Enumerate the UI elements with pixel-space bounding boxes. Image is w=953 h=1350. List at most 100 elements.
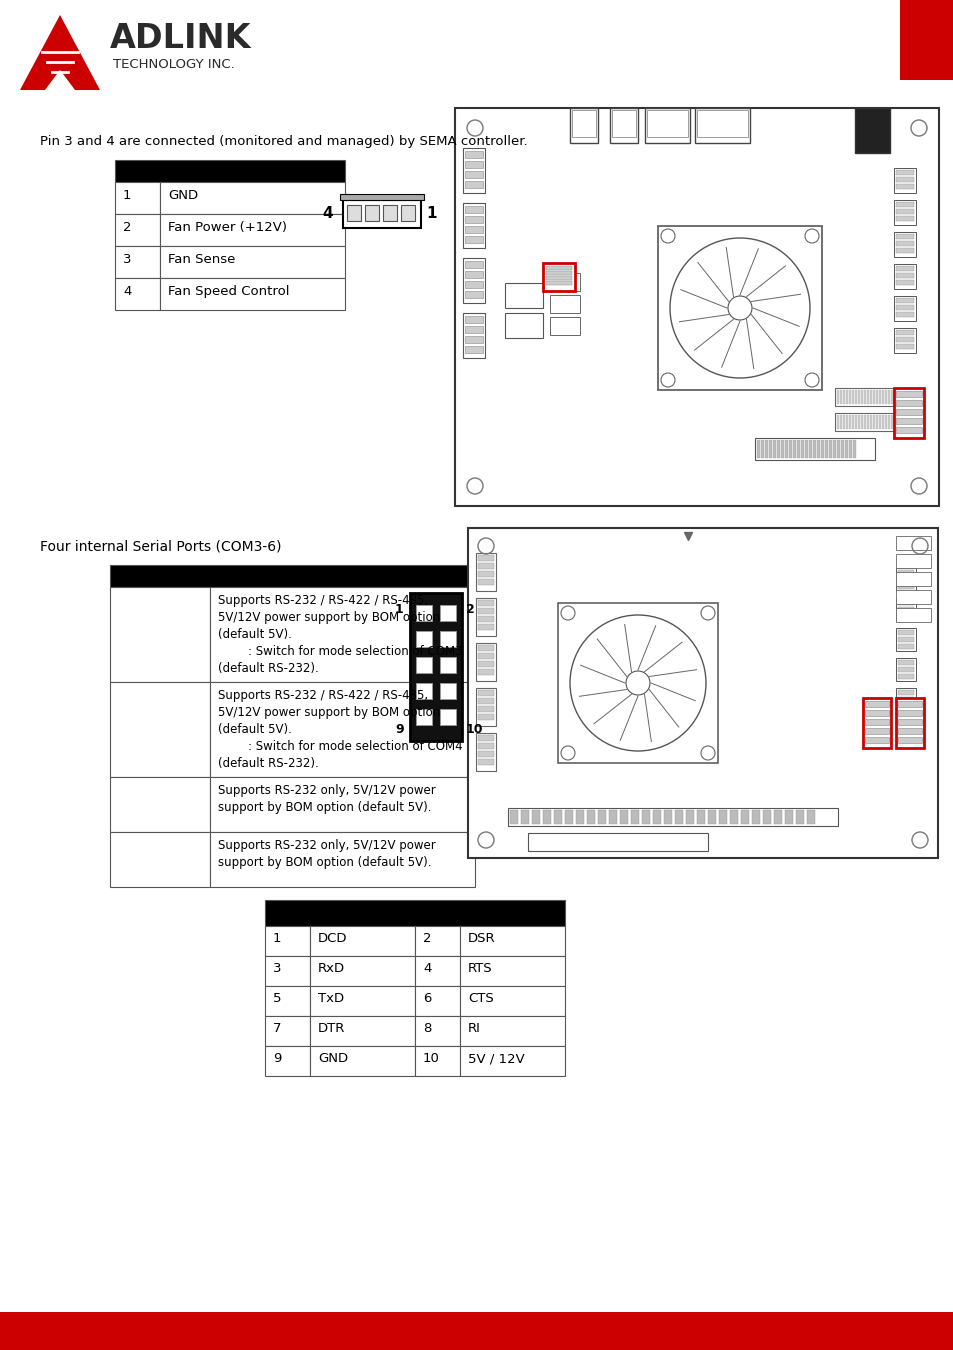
Bar (477, 759, 494, 765)
Bar (468, 528, 937, 859)
Bar (895, 400, 921, 406)
Bar (897, 697, 913, 702)
Bar (697, 109, 747, 136)
Bar (504, 284, 542, 308)
Text: TECHNOLOGY INC.: TECHNOLOGY INC. (112, 58, 234, 72)
Bar (895, 184, 913, 189)
Text: 4: 4 (123, 285, 132, 298)
Bar (310, 1017, 415, 1046)
Text: Supports RS-232 / RS-422 / RS-485,
5V/12V power support by BOM option
(default 5: Supports RS-232 / RS-422 / RS-485, 5V/12… (218, 688, 462, 769)
Bar (857, 390, 859, 404)
Bar (863, 414, 865, 429)
Bar (310, 986, 415, 1017)
Bar (210, 778, 475, 832)
Bar (630, 810, 639, 824)
Text: Supports RS-232 only, 5V/12V power
support by BOM option (default 5V).: Supports RS-232 only, 5V/12V power suppo… (218, 784, 436, 814)
Bar (464, 346, 482, 352)
Text: GND: GND (168, 189, 198, 202)
Bar (310, 1046, 415, 1076)
Bar (464, 271, 482, 278)
Text: Fan Power (+12V): Fan Power (+12V) (168, 221, 287, 234)
Bar (439, 657, 456, 674)
Text: 2: 2 (465, 603, 475, 616)
Bar (265, 1017, 310, 1046)
Bar (895, 409, 921, 414)
Bar (210, 682, 475, 778)
Bar (464, 281, 482, 288)
Text: 9: 9 (273, 1052, 281, 1065)
Text: 1: 1 (395, 603, 403, 616)
Bar (897, 585, 913, 589)
Bar (897, 701, 921, 707)
Bar (895, 344, 913, 350)
Bar (875, 390, 877, 404)
Bar (685, 810, 693, 824)
Bar (347, 205, 360, 221)
Bar (895, 608, 930, 622)
Bar (697, 810, 704, 824)
Bar (550, 273, 579, 292)
Bar (848, 390, 850, 404)
Bar (110, 682, 210, 778)
Bar (872, 414, 874, 429)
Bar (477, 571, 494, 576)
Bar (836, 440, 840, 458)
Bar (893, 390, 895, 404)
Bar (804, 440, 807, 458)
Bar (464, 151, 482, 158)
Bar (477, 645, 494, 651)
Bar (878, 414, 880, 429)
Text: 7: 7 (273, 1022, 281, 1035)
Bar (895, 305, 913, 310)
Bar (365, 205, 378, 221)
Polygon shape (45, 70, 75, 90)
Bar (646, 109, 687, 136)
Bar (792, 440, 795, 458)
Bar (895, 598, 915, 621)
Bar (897, 674, 913, 679)
Bar (675, 810, 682, 824)
Text: TxD: TxD (317, 992, 344, 1004)
Bar (464, 316, 482, 323)
Bar (751, 810, 760, 824)
Bar (464, 161, 482, 167)
Bar (545, 266, 572, 270)
Bar (895, 298, 913, 302)
Bar (160, 278, 345, 310)
Bar (382, 205, 396, 221)
Bar (895, 338, 913, 342)
Bar (658, 225, 821, 390)
Bar (576, 810, 583, 824)
Bar (832, 440, 835, 458)
Bar (854, 390, 856, 404)
Bar (115, 215, 160, 246)
Bar (893, 414, 895, 429)
Bar (310, 956, 415, 986)
Bar (415, 986, 459, 1017)
Bar (854, 108, 889, 153)
Bar (415, 1017, 459, 1046)
Bar (882, 414, 883, 429)
Bar (842, 390, 844, 404)
Bar (841, 440, 843, 458)
Bar (864, 728, 888, 734)
Bar (619, 810, 627, 824)
Bar (476, 598, 496, 636)
Bar (110, 778, 210, 832)
Bar (895, 657, 915, 680)
Bar (507, 809, 837, 826)
Text: RxD: RxD (317, 963, 345, 975)
Text: Four internal Serial Ports (COM3-6): Four internal Serial Ports (COM3-6) (40, 540, 281, 553)
Bar (897, 644, 913, 649)
Bar (884, 390, 886, 404)
Bar (834, 413, 909, 431)
Bar (415, 1046, 459, 1076)
Bar (845, 414, 847, 429)
Bar (464, 261, 482, 269)
Bar (893, 200, 915, 225)
Bar (836, 390, 838, 404)
Bar (160, 215, 345, 246)
Bar (477, 706, 494, 711)
Bar (477, 579, 494, 585)
Bar (652, 810, 660, 824)
